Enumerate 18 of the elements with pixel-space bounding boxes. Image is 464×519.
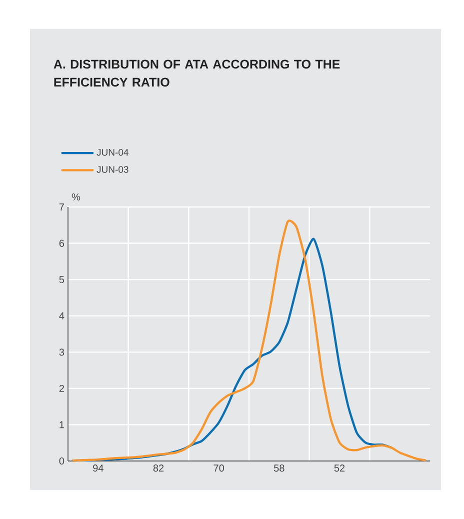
y-tick-label: 5 xyxy=(59,276,64,284)
y-tick-label: 1 xyxy=(60,421,64,428)
x-tick-label: 94 xyxy=(93,464,104,472)
y-tick-label: 4 xyxy=(59,312,64,320)
y-tick-label: 3 xyxy=(59,348,64,356)
x-tick-label: 82 xyxy=(153,464,164,472)
y-tick-label: 6 xyxy=(59,240,64,247)
line-series xyxy=(71,220,427,462)
y-axis-title: % xyxy=(72,193,80,200)
x-tick-label: 70 xyxy=(214,464,224,472)
x-tick-label: 52 xyxy=(334,464,345,472)
y-tick-label: 7 xyxy=(59,204,64,210)
x-tick-label: 58 xyxy=(274,464,284,472)
legend-label: JUN-04 xyxy=(96,148,128,156)
legend-label: JUN-03 xyxy=(96,166,128,173)
y-tick-label: 2 xyxy=(59,384,64,392)
chart-title: A. DISTRIBUTION OF ATA ACCORDING TO THE EFFICIENCY RATIO xyxy=(54,60,340,87)
y-tick-label: 0 xyxy=(59,457,64,465)
